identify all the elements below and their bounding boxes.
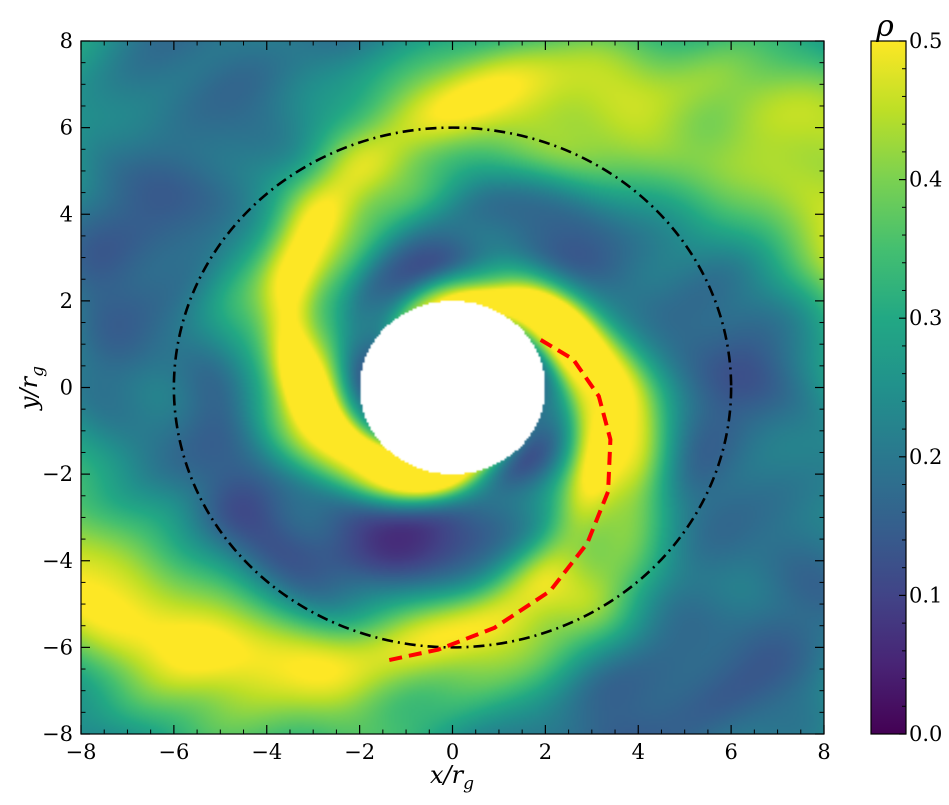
overlay-spiral-arm [387,338,613,663]
y-tick-label: −4 [42,549,73,573]
y-tick-label: 8 [60,29,73,53]
y-tick-label: 2 [60,289,73,313]
x-tick-label: 6 [724,740,737,764]
colorbar-tick-label: 0.1 [909,583,942,607]
colorbar-title: ρ [875,9,894,44]
y-tick-label: 0 [60,376,73,400]
colorbar-tick-label: 0.3 [909,306,942,330]
x-tick-label: 8 [817,740,830,764]
overlays [172,126,733,663]
overlay-circle [172,126,733,649]
y-tick-label: −8 [42,722,73,746]
colorbar-tick-label: 0.2 [909,445,942,469]
x-tick-label: −6 [158,740,189,764]
y-axis-label-main: y/r [15,375,43,411]
colorbar-tick-label: 0.4 [909,168,942,192]
axis-ticks: −8 −6 −4 −2 0 2 4 6 8 −8 −6 −4 −2 0 2 4 6 8 [42,29,831,764]
colorbar-tick-label: 0.0 [909,722,942,746]
density-field [81,41,824,734]
colorbar [870,40,907,735]
y-tick-label: 6 [60,116,73,140]
y-tick-label: 4 [60,202,73,226]
y-tick-label: −6 [42,635,73,659]
x-axis-label-sub: g [463,774,474,794]
x-tick-label: −4 [251,740,282,764]
y-axis-label-sub: g [28,366,48,377]
y-axis-label: y/rg [15,366,48,411]
density-heatmap [81,41,824,734]
x-tick-label: 2 [539,740,552,764]
x-tick-label: −8 [66,740,97,764]
x-axis-label-main: x/r [430,761,465,789]
x-axis-label: x/rg [430,761,474,794]
x-tick-label: −2 [344,740,375,764]
colorbar-tick-label: 0.5 [909,29,942,53]
x-tick-label: 4 [632,740,645,764]
x-tick-label: 0 [446,740,459,764]
y-tick-label: −2 [42,462,73,486]
colorbar-ticks: 0.0 0.1 0.2 0.3 0.4 0.5 [899,29,942,746]
